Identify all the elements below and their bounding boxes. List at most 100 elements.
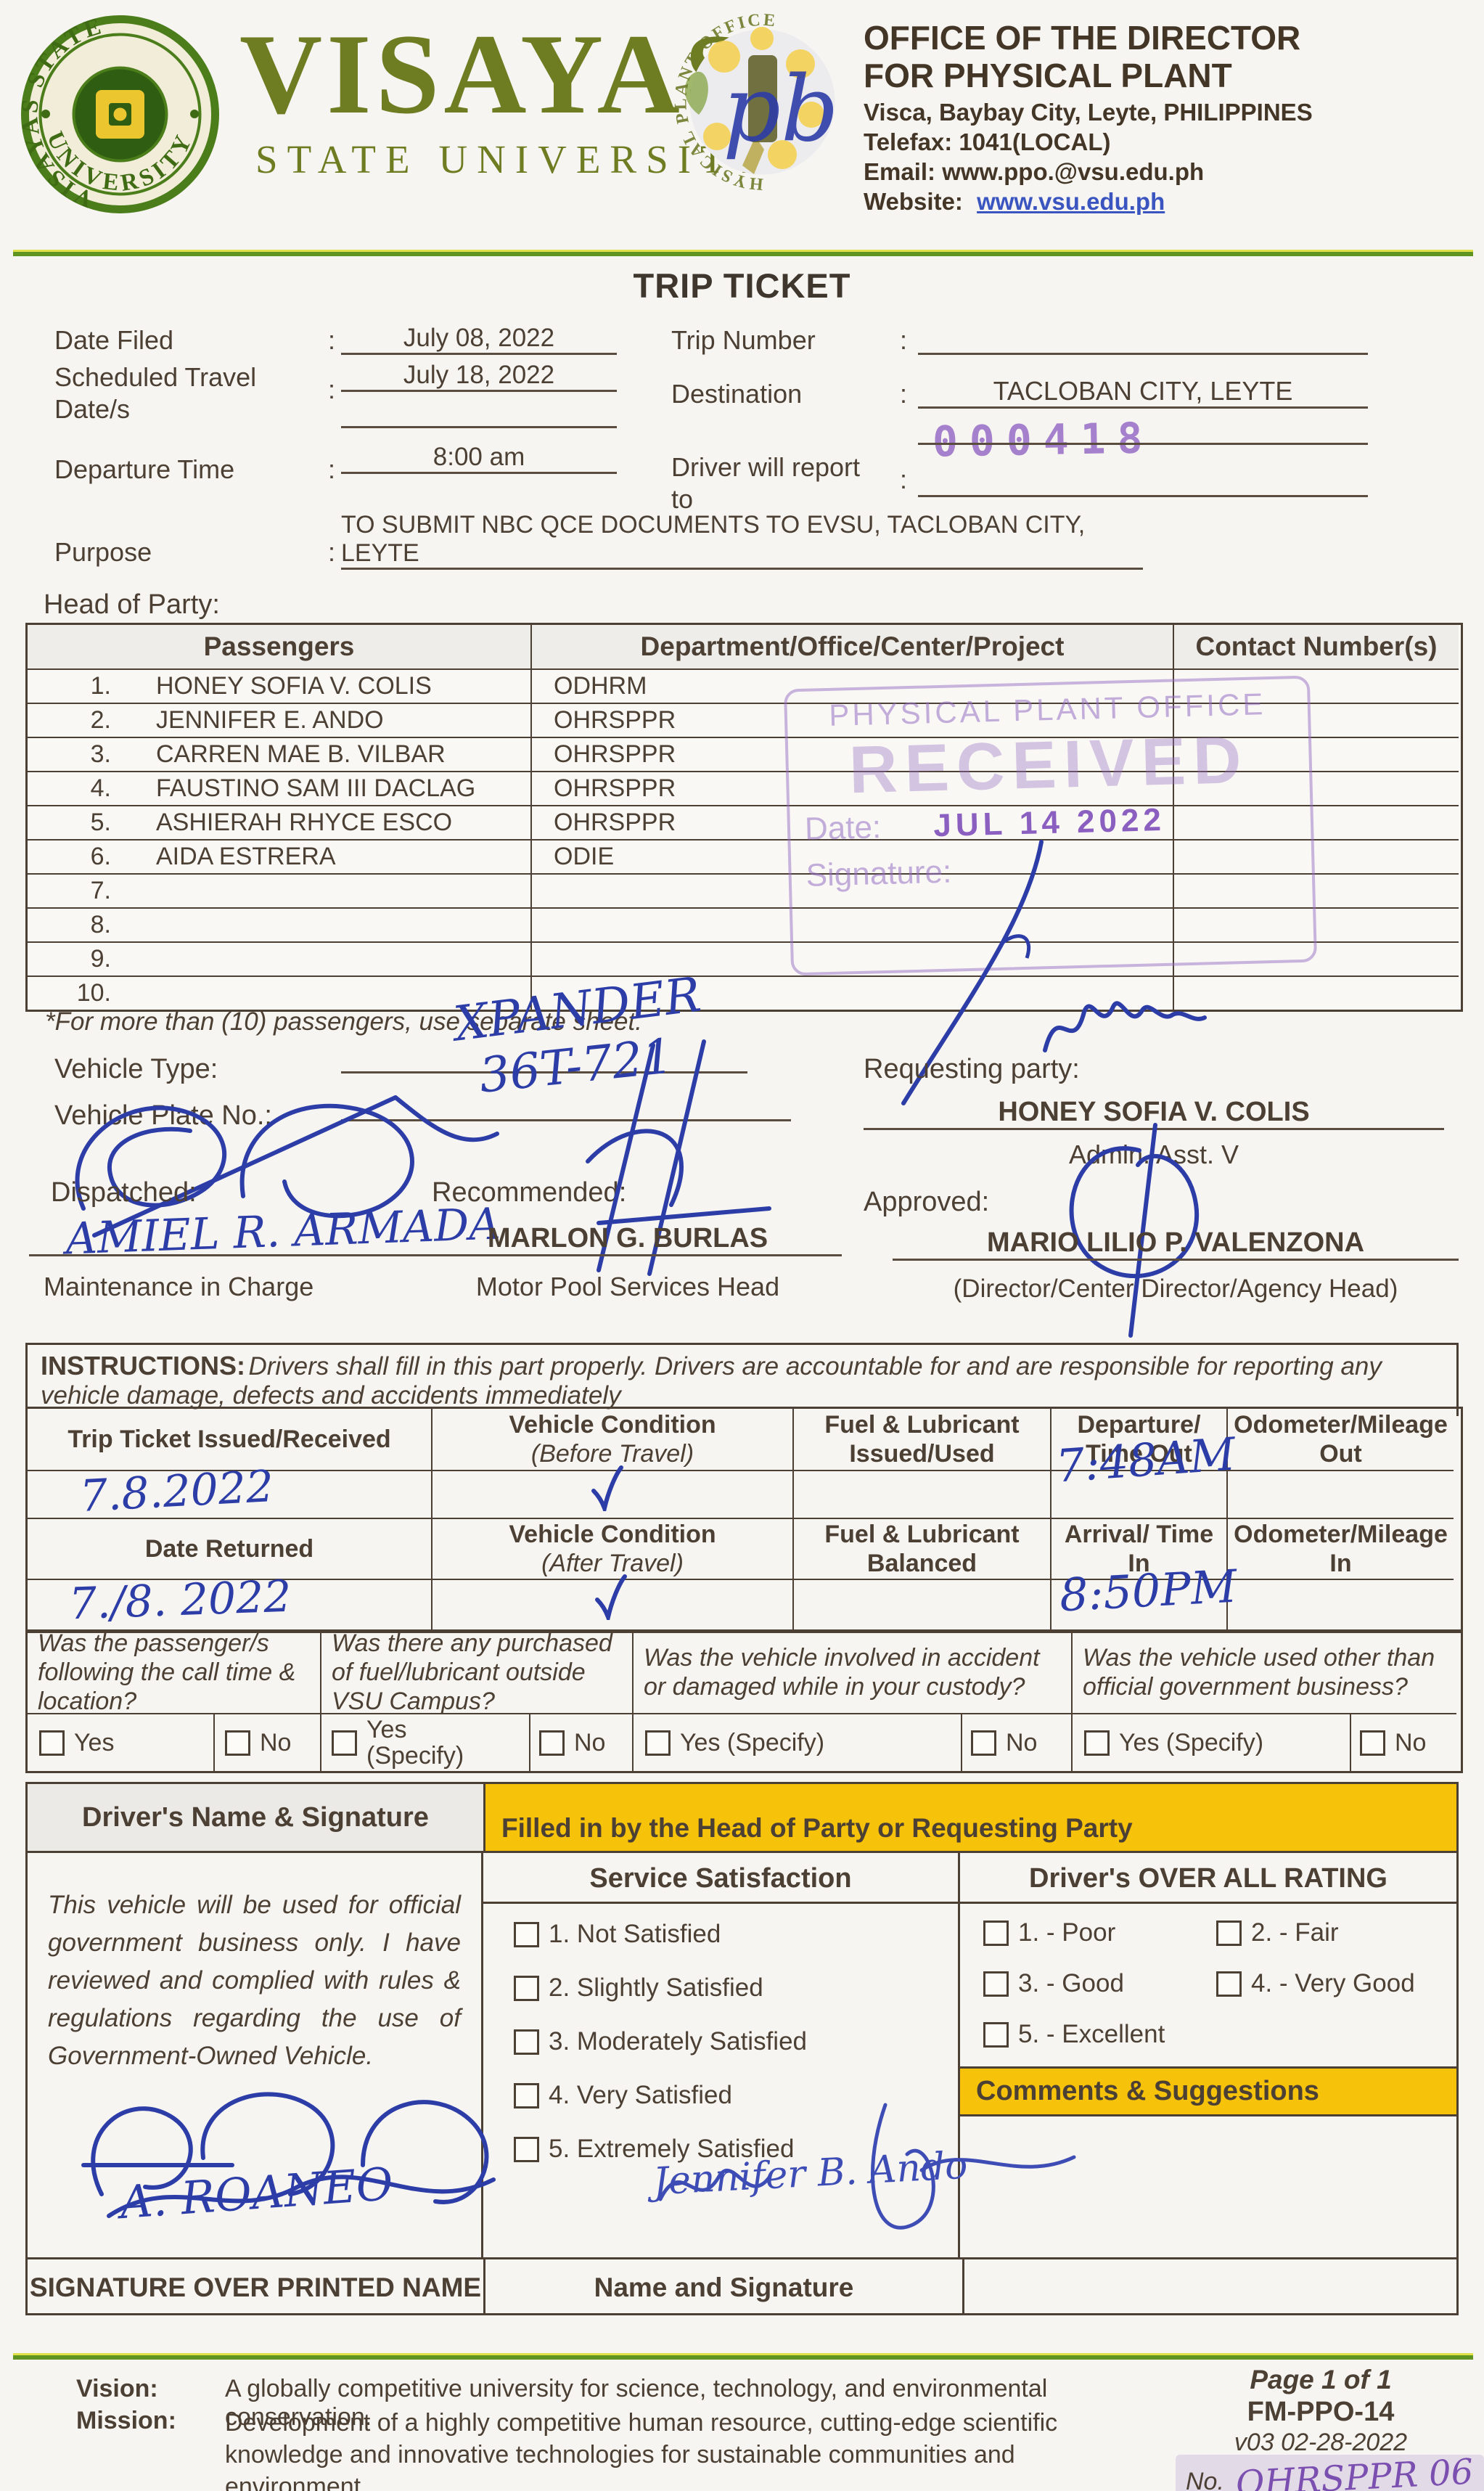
q4-yes-label: Yes (Specify) <box>1119 1729 1264 1756</box>
log-odometer-in-header: Odometer/Mileage In <box>1228 1518 1454 1579</box>
mission-label: Mission: <box>76 2407 176 2434</box>
satisfaction-option: 1. Not Satisfied <box>514 1920 958 1949</box>
departure-time-label: Departure Time <box>54 454 235 484</box>
form-version: v03 02-28-2022 <box>1234 2429 1408 2456</box>
instructions-box: INSTRUCTIONS: Drivers shall fill in this… <box>25 1343 1459 1416</box>
q2-no-checkbox[interactable] <box>539 1730 565 1756</box>
website-label: Website: <box>864 188 963 215</box>
approved-signature <box>1069 1123 1200 1338</box>
signature-over-printed-name-label: SIGNATURE OVER PRINTED NAME <box>28 2259 485 2315</box>
satisfaction-2-checkbox[interactable] <box>514 1975 539 2001</box>
log-issued-value: 7.8.2022 <box>78 1461 275 1522</box>
vehicle-plate-line <box>341 1079 791 1121</box>
log-returned-header: Date Returned <box>28 1518 433 1579</box>
satisfaction-option: 2. Slightly Satisfied <box>514 1973 958 2003</box>
approved-name: MARIO LILIO P. VALENZONA <box>893 1218 1459 1261</box>
rating-5-checkbox[interactable] <box>983 2021 1009 2048</box>
colon: : <box>328 454 336 484</box>
physical-plant-office-logo-icon: pb PHYSICAL PLANT OFFICE <box>673 13 839 191</box>
approved-title: (Director/Center Director/Agency Head) <box>953 1275 1398 1303</box>
colon: : <box>328 375 336 404</box>
rating-4-checkbox[interactable] <box>1216 1971 1242 1997</box>
requesting-party-label: Requesting party: <box>864 1054 1080 1084</box>
driver-signature <box>81 2092 496 2218</box>
satisfaction-1-checkbox[interactable] <box>514 1921 539 1947</box>
feedback-section: Driver's Name & Signature Filled in by t… <box>25 1782 1459 2315</box>
office-name-line2: FOR PHYSICAL PLANT <box>864 57 1232 94</box>
driver-report-line <box>918 460 1368 497</box>
q4-yes-checkbox[interactable] <box>1084 1730 1110 1756</box>
question-1: Was the passenger/s following the call t… <box>28 1629 321 1715</box>
date-filed-value: July 08, 2022 <box>341 316 617 355</box>
satisfaction-option: 3. Moderately Satisfied <box>514 2027 958 2056</box>
requesting-party-name: HONEY SOFIA V. COLIS <box>864 1089 1444 1130</box>
table-row: 5. ASHIERAH RHYCE ESCO <box>28 805 532 839</box>
footer-divider <box>13 2353 1473 2360</box>
date-filed-label: Date Filed <box>54 325 174 355</box>
contact-header: Contact Number(s) <box>1174 625 1459 668</box>
question-4: Was the vehicle used other than official… <box>1083 1644 1435 1701</box>
received-stamp-signature-stroke <box>901 840 1044 1105</box>
table-row: 10. <box>28 975 532 1010</box>
table-row: 9. <box>28 941 532 975</box>
log-fuel-balanced-header: Fuel & Lubricant Balanced <box>794 1518 1051 1579</box>
q1-no-checkbox[interactable] <box>225 1730 250 1756</box>
name-and-signature-label: Name and Signature <box>485 2259 964 2315</box>
log-cond-after-header: Vehicle Condition (After Travel) <box>433 1518 794 1579</box>
questions-table: Was the passenger/s following the call t… <box>25 1629 1463 1773</box>
q4-no-checkbox[interactable] <box>1360 1730 1385 1756</box>
log-departure-header: Departure/ Time Out <box>1051 1409 1228 1470</box>
received-stamp-word: RECEIVED <box>848 722 1250 808</box>
table-row: 6. AIDA ESTRERA <box>28 839 532 873</box>
vehicle-plate-label: Vehicle Plate No.: <box>54 1100 272 1131</box>
q3-yes-checkbox[interactable] <box>645 1730 671 1756</box>
q2-yes-checkbox[interactable] <box>332 1730 357 1756</box>
passengers-header: Passengers <box>28 625 532 668</box>
q1-yes-checkbox[interactable] <box>39 1730 65 1756</box>
scheduled-travel-label: Scheduled Travel Date/s <box>54 362 257 424</box>
page-indicator: Page 1 of 1 <box>1250 2365 1392 2394</box>
departure-time-value: 8:00 am <box>341 433 617 474</box>
purpose-value: TO SUBMIT NBC QCE DOCUMENTS TO EVSU, TAC… <box>341 511 1143 570</box>
colon: : <box>900 465 908 494</box>
rating-2-checkbox[interactable] <box>1216 1920 1242 1946</box>
recommended-name: MARLON G. BURLAS <box>414 1214 842 1256</box>
scheduled-travel-value: July 18, 2022 <box>341 353 617 392</box>
satisfaction-3-checkbox[interactable] <box>514 2029 539 2055</box>
instructions-text: Drivers shall fill in this part properly… <box>41 1352 1382 1410</box>
rating-option: 1. - Poor <box>983 1918 1216 1947</box>
destination-extra-line <box>918 411 1368 445</box>
instructions-label: INSTRUCTIONS: <box>41 1351 245 1381</box>
website-link[interactable]: www.vsu.edu.ph <box>977 188 1165 215</box>
driver-statement: This vehicle will be used for official g… <box>48 1891 461 2070</box>
scheduled-travel-extra-line <box>341 396 617 428</box>
office-address: Visca, Baybay City, Leyte, PHILIPPINES <box>864 99 1313 126</box>
driver-name-signature-header: Driver's Name & Signature <box>28 1784 485 1851</box>
department-header: Department/Office/Center/Project <box>532 625 1174 668</box>
dispatched-signature <box>75 1095 499 1238</box>
recommended-signature <box>586 1039 771 1276</box>
vehicle-type-line <box>341 1032 747 1073</box>
rating-option: 2. - Fair <box>1216 1918 1449 1947</box>
satisfaction-option: 4. Very Satisfied <box>514 2081 958 2110</box>
rating-3-checkbox[interactable] <box>983 1971 1009 1997</box>
satisfaction-5-checkbox[interactable] <box>514 2136 539 2162</box>
comments-suggestions-header: Comments & Suggestions <box>960 2066 1456 2116</box>
q3-yes-label: Yes (Specify) <box>680 1729 825 1756</box>
trip-log-table: Trip Ticket Issued/Received Vehicle Cond… <box>25 1407 1463 1633</box>
rating-option: 3. - Good <box>983 1969 1216 1998</box>
passengers-table: Passengers Department/Office/Center/Proj… <box>25 623 1463 1012</box>
trip-number-line <box>918 316 1368 355</box>
q3-no-checkbox[interactable] <box>971 1730 996 1756</box>
recommended-title: Motor Pool Services Head <box>475 1272 780 1301</box>
satisfaction-4-checkbox[interactable] <box>514 2082 539 2108</box>
trip-number-label: Trip Number <box>671 325 816 355</box>
satisfaction-option: 5. Extremely Satisfied <box>514 2135 958 2164</box>
table-row: 2. JENNIFER E. ANDO <box>28 703 532 737</box>
q1-yes-label: Yes <box>74 1729 115 1756</box>
university-wordmark: VISAYAS <box>239 11 753 138</box>
rating-1-checkbox[interactable] <box>983 1920 1009 1946</box>
log-arrival-header: Arrival/ Time In <box>1051 1518 1228 1579</box>
q1-no-label: No <box>260 1729 292 1756</box>
